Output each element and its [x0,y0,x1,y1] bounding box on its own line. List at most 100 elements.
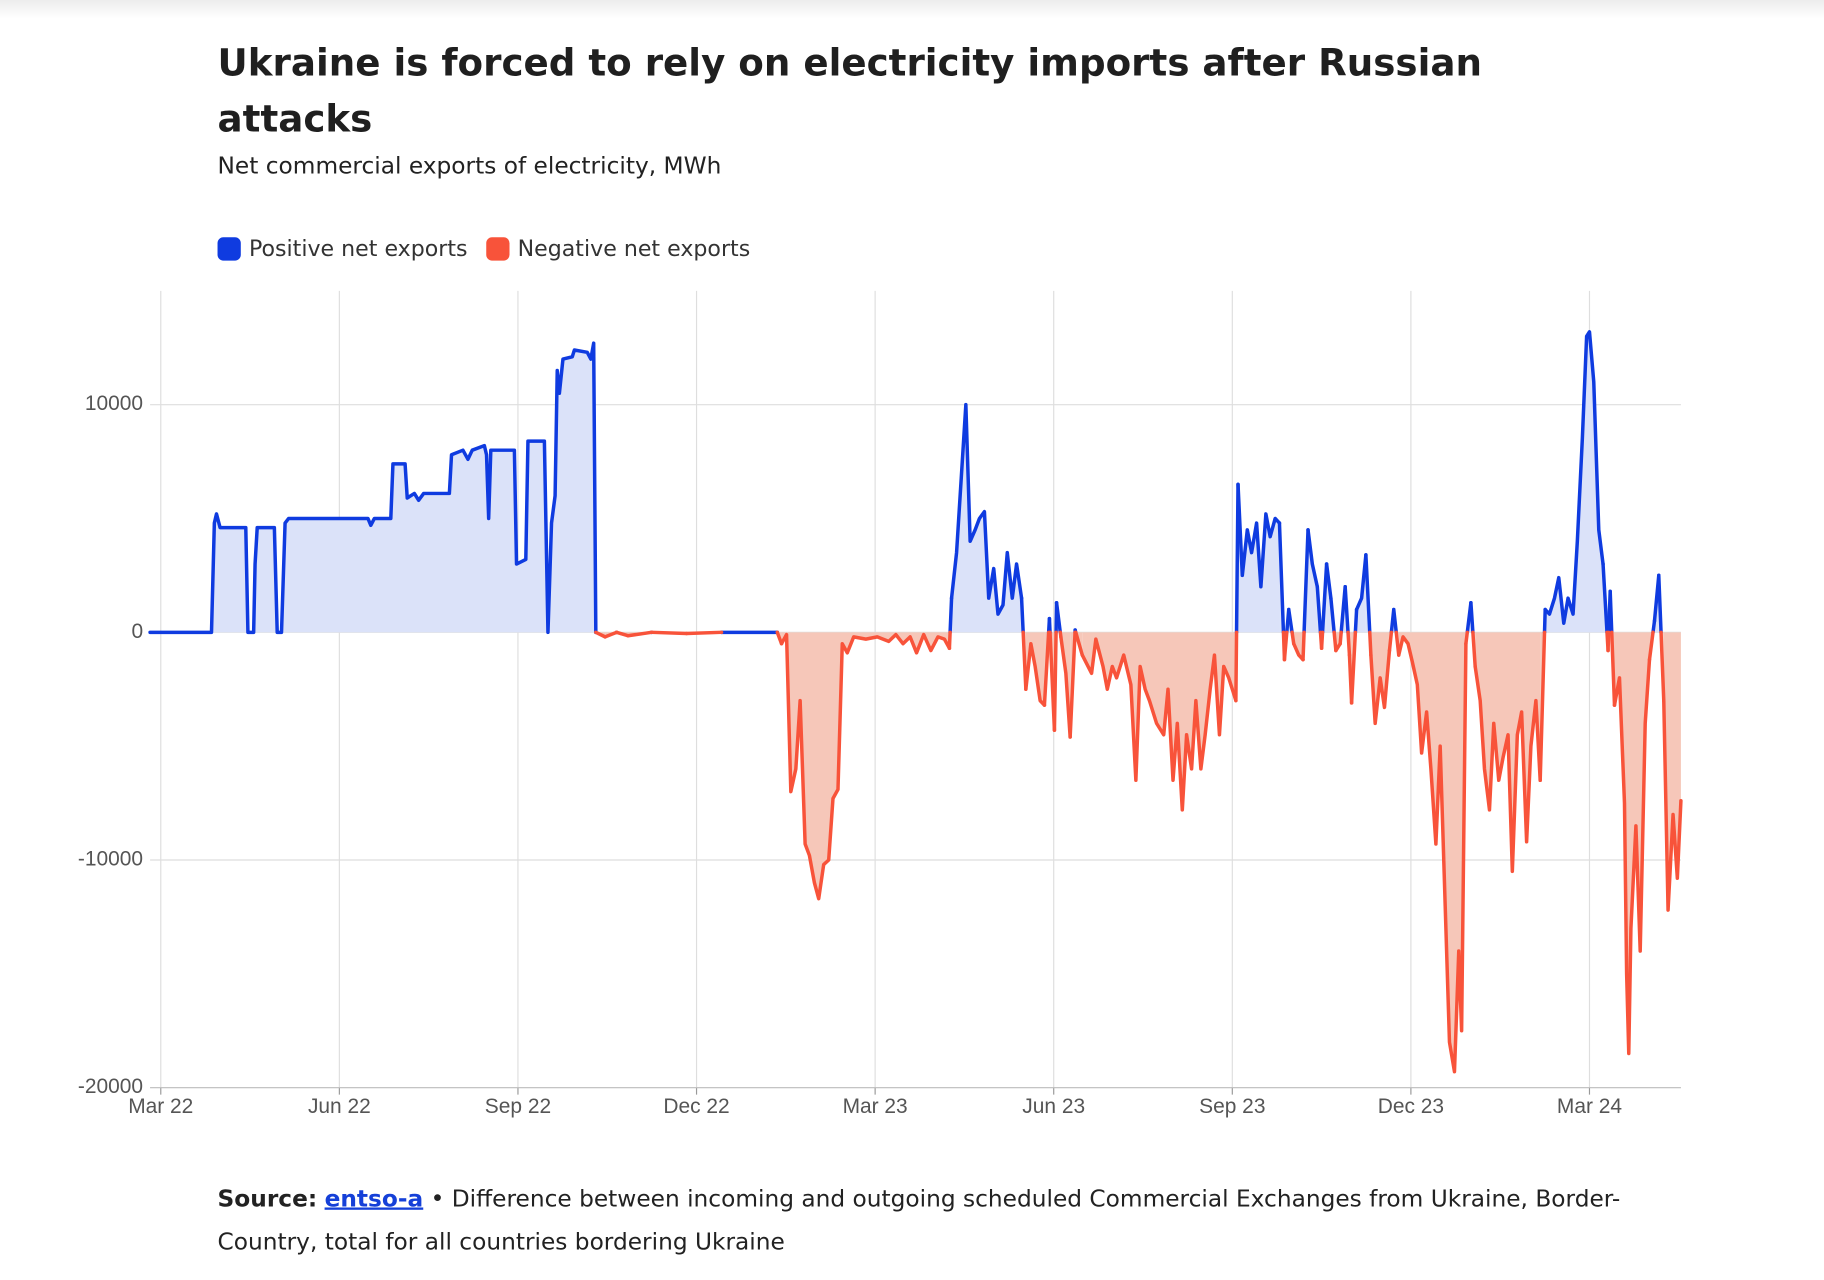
crossing-line [947,630,952,650]
chart-subtitle: Net commercial exports of electricity, M… [217,151,722,180]
crossing-line [1392,607,1398,635]
area [1475,632,1541,872]
area [781,632,950,899]
crossing-line [1609,630,1617,707]
crossing-line [1234,482,1240,635]
area [150,343,596,633]
crossing-line [1343,585,1350,635]
crossing-line [1019,596,1025,635]
line [1306,528,1320,589]
crossing-line [1464,630,1470,646]
crossing-line [1286,607,1294,635]
x-tick-label: Dec 23 [1378,1095,1444,1118]
crossing-line [1608,589,1614,635]
crossing-line [1021,630,1028,691]
area [1082,632,1236,810]
crossing-line [1471,630,1477,669]
crossing-line [775,630,784,646]
legend-label: Negative net exports [517,236,751,262]
x-tick-label: Jun 22 [308,1095,371,1118]
crossing-line [1332,630,1338,653]
crossing-fill [1540,632,1545,781]
x-tick-label: Mar 22 [128,1095,193,1118]
crossing-line [684,630,724,636]
line [1024,641,1047,707]
legend-swatch [486,237,510,261]
area [1545,331,1604,633]
x-tick-label: Mar 23 [843,1095,908,1118]
crossing-line [1387,630,1394,653]
crossing-line [1651,619,1657,635]
note: • Difference between incoming and outgoi… [217,1184,1621,1256]
x-tick-label: Mar 24 [1557,1095,1622,1118]
crossing-line [1538,630,1547,783]
top-band [0,0,1824,19]
area [1398,632,1466,1072]
crossing-line [1606,630,1611,653]
crossing-line [1469,600,1475,635]
chart-title: Ukraine is forced to rely on electricity… [217,40,1482,141]
crossing-line [1074,630,1085,657]
lines [148,330,1683,1074]
crossing-line [1277,521,1286,635]
line [1236,482,1282,589]
crossing-line [1338,630,1343,646]
crossing-line [1659,630,1666,703]
y-tick-label: -10000 [78,848,143,871]
line [779,632,952,901]
line [1612,657,1652,1056]
line [1059,635,1072,739]
crossing-line [1319,630,1325,650]
line [1473,664,1542,874]
crossing-line [1315,585,1323,635]
source-link[interactable]: entso-a [324,1184,424,1213]
x-tick-label: Sep 23 [1199,1095,1265,1118]
crossing-line [1394,630,1401,657]
crossing-line [1647,630,1655,662]
x-tick-label: Dec 22 [663,1095,729,1118]
crossing-line [1290,630,1296,646]
crossing-fill [1322,564,1327,633]
chart: Mar 22 Jun 22 Sep 22 Dec 22 Mar 23 Jun 23 Sep … [78,290,1683,1118]
crossing-line [1042,630,1051,707]
crossing-line [1058,630,1063,639]
y-tick-label: 0 [131,620,143,643]
crossing-line [948,596,954,635]
crossing-line [626,630,654,638]
crossing-line [1601,562,1609,635]
source-label: Source: [217,1184,318,1213]
crossing-line [1542,607,1547,635]
areas [150,331,1681,1072]
crossing-line [1353,607,1359,635]
crossing-line [1047,616,1052,635]
line [1354,553,1368,612]
area [951,404,1022,633]
source-note: Source: entso-a • Difference between inc… [218,1177,1686,1263]
crossing-line [1234,630,1239,703]
y-tick-label: -20000 [78,1075,143,1098]
crossing-line [1364,553,1372,635]
crossing-line [1368,630,1373,657]
x-tick-label: Jun 23 [1022,1095,1085,1118]
crossing-line [1346,630,1352,657]
line [949,402,1024,616]
line [1396,635,1468,1074]
crossing-line [1052,630,1058,732]
crossing-line [1320,562,1329,635]
crossing-line [1349,630,1358,705]
x-tick-label: Sep 22 [485,1095,551,1118]
crossing-fill [1050,632,1055,731]
area [1060,632,1071,738]
crossing-line [1282,630,1289,662]
legend: Positive net exports Negative net exports [217,236,751,262]
line [148,341,598,635]
line [1662,698,1683,912]
crossing-line [1301,630,1306,662]
line [1080,637,1238,812]
crossing-line [1657,573,1663,635]
area [1356,554,1366,633]
legend-swatch [217,237,241,261]
area [1293,632,1304,660]
crossing-line [614,630,630,638]
